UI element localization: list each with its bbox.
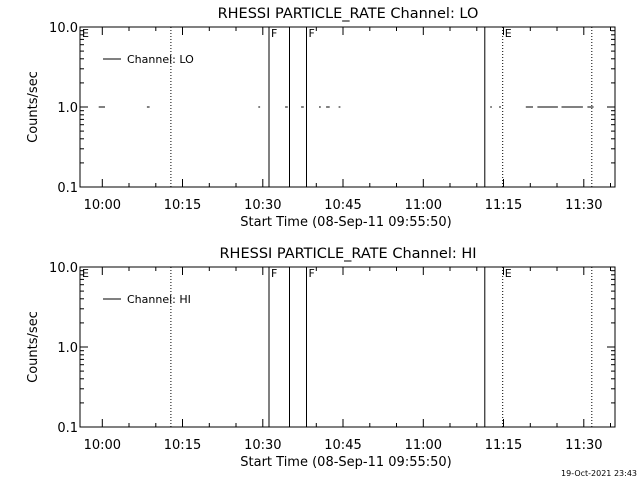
tick-labels: 10:00 10:15 10:30 10:45 11:00 11:15 11:30 0.1 1.… [49, 21, 602, 213]
x-tick-label: 11:30 [565, 198, 602, 213]
flag-label: E [505, 27, 512, 40]
x-tick-label: 10:30 [244, 198, 281, 213]
x-tick-label: 10:30 [244, 438, 281, 453]
y-tick-label: 10.0 [49, 21, 78, 36]
flag-label: F [309, 27, 315, 40]
x-tick-label: 10:15 [164, 438, 201, 453]
y-tick-label: 0.1 [57, 181, 78, 196]
legend: Channel: LO [103, 53, 194, 66]
flag-label: E [82, 27, 89, 40]
x-tick-label: 10:00 [84, 438, 121, 453]
x-tick-label: 11:00 [405, 438, 442, 453]
x-tick-label: 11:00 [405, 198, 442, 213]
plot-lines [170, 267, 593, 427]
legend-label: Channel: LO [127, 53, 194, 66]
x-tick-label: 10:45 [324, 198, 361, 213]
y-tick-label: 10.0 [49, 261, 78, 276]
legend-label: Channel: HI [127, 293, 191, 306]
y-tick-label: 1.0 [57, 341, 78, 356]
y-tick-label: 1.0 [57, 101, 78, 116]
flag-label: F [271, 267, 277, 280]
flag-label: F [309, 267, 315, 280]
axes [79, 26, 616, 188]
panel-lo: RHESSI PARTICLE_RATE Channel: LO Counts/… [26, 6, 616, 230]
x-tick-label: 11:15 [485, 438, 522, 453]
footer-timestamp: 19-Oct-2021 23:43 [561, 469, 637, 478]
flag-label: E [505, 267, 512, 280]
flag-label: E [82, 267, 89, 280]
x-axis-label: Start Time (08-Sep-11 09:55:50) [240, 455, 451, 470]
y-axis-label: Counts/sec [26, 311, 41, 383]
panel-title: RHESSI PARTICLE_RATE Channel: HI [219, 246, 476, 262]
x-tick-label: 10:15 [164, 198, 201, 213]
x-tick-label: 11:30 [565, 438, 602, 453]
panel-hi: RHESSI PARTICLE_RATE Channel: HI Counts/… [26, 246, 616, 470]
y-axis-label: Counts/sec [26, 71, 41, 143]
flag-label: F [271, 27, 277, 40]
axes [79, 266, 616, 428]
panel-title: RHESSI PARTICLE_RATE Channel: LO [218, 6, 479, 22]
y-tick-label: 0.1 [57, 421, 78, 436]
x-tick-label: 11:15 [485, 198, 522, 213]
x-tick-label: 10:00 [84, 198, 121, 213]
legend: Channel: HI [103, 293, 191, 306]
x-tick-label: 10:45 [324, 438, 361, 453]
x-axis-label: Start Time (08-Sep-11 09:55:50) [240, 215, 451, 230]
tick-labels: 10:00 10:15 10:30 10:45 11:00 11:15 11:30 0.1 1.… [49, 261, 602, 453]
